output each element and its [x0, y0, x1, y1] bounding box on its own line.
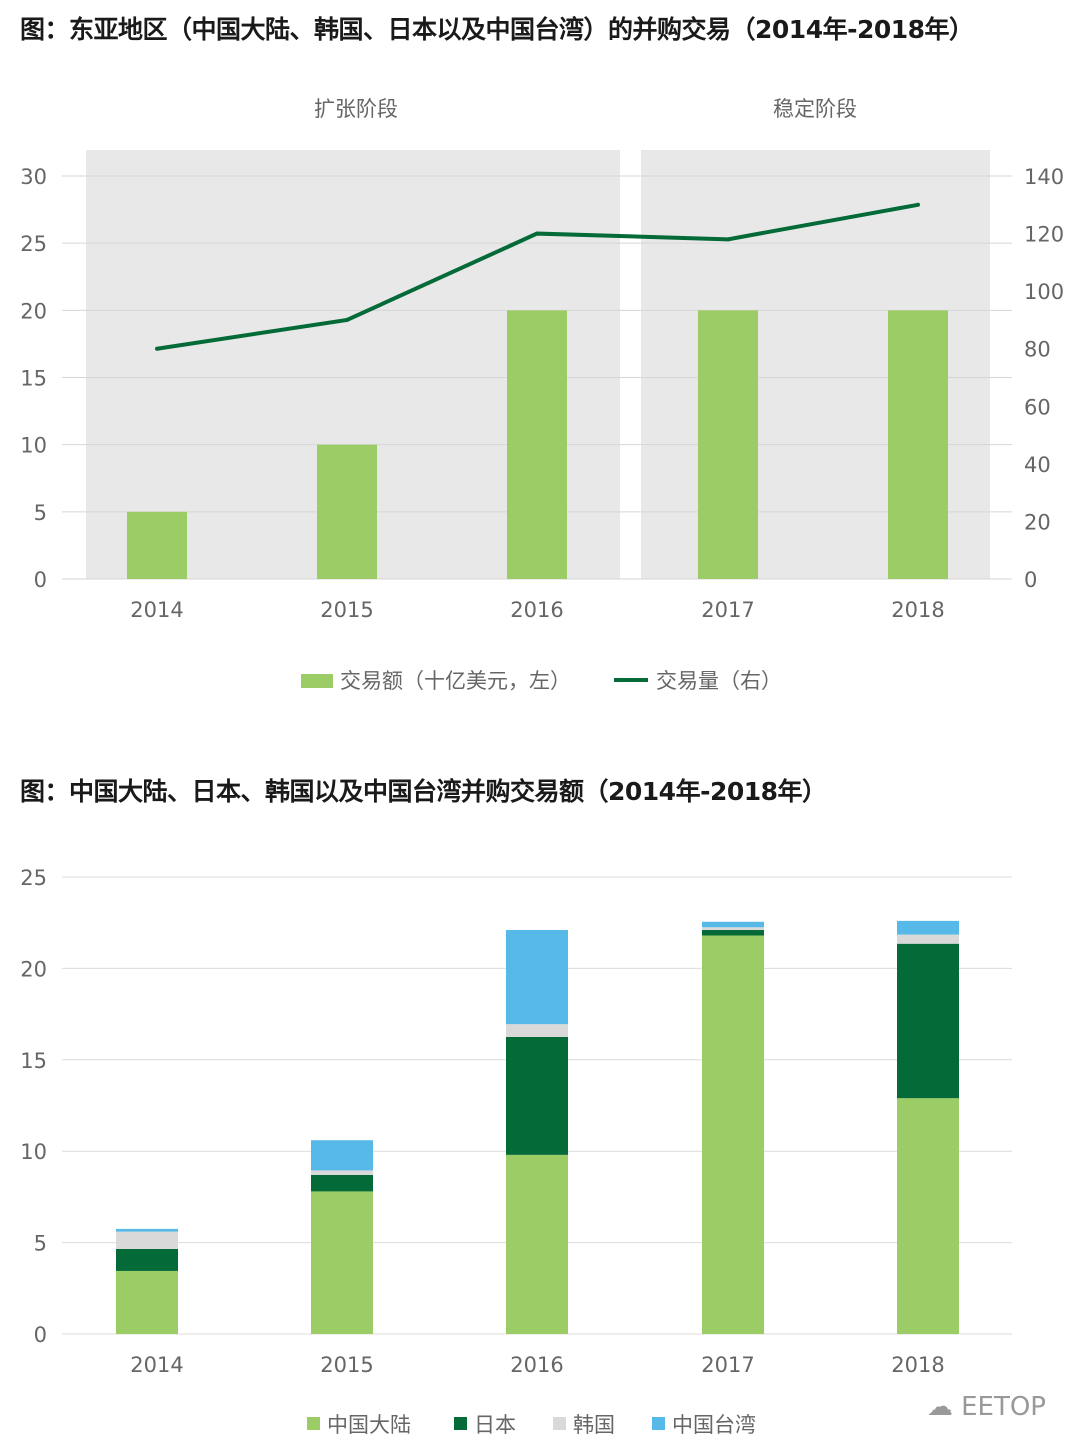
stacked-bar-segment [116, 1270, 178, 1334]
stacked-bar-segment [897, 920, 959, 935]
y-right-tick-label: 40 [1024, 453, 1051, 477]
legend-label: 韩国 [573, 1413, 615, 1437]
stacked-bar-segment [116, 1248, 178, 1271]
phase-label: 稳定阶段 [773, 97, 857, 121]
x-tick-label: 2014 [130, 598, 183, 622]
y-left-tick-label: 25 [20, 232, 47, 256]
y-tick-label: 10 [20, 1140, 47, 1164]
legend-swatch [307, 1417, 320, 1430]
y-right-tick-label: 120 [1024, 223, 1064, 247]
y-right-tick-label: 0 [1024, 568, 1037, 592]
stacked-bar-segment [702, 927, 764, 931]
x-tick-label: 2016 [510, 1353, 563, 1377]
y-right-tick-label: 100 [1024, 280, 1064, 304]
x-tick-label: 2018 [891, 1353, 944, 1377]
y-left-tick-label: 30 [20, 165, 47, 189]
line-point [535, 231, 539, 236]
y-tick-label: 15 [20, 1049, 47, 1073]
chart1-title: 图：东亚地区（中国大陆、韩国、日本以及中国台湾）的并购交易（2014年-2018… [20, 15, 974, 44]
y-left-tick-label: 15 [20, 367, 47, 391]
stacked-bar-segment [506, 1036, 568, 1155]
legend-label: 交易量（右） [656, 669, 782, 693]
x-tick-label: 2017 [701, 598, 754, 622]
y-left-tick-label: 0 [34, 568, 47, 592]
legend-swatch-bar [301, 674, 333, 688]
y-right-tick-label: 20 [1024, 510, 1051, 534]
chart2-title: 图：中国大陆、日本、韩国以及中国台湾并购交易额（2014年-2018年） [20, 777, 827, 806]
line-point [726, 237, 730, 242]
stacked-bar-segment [116, 1231, 178, 1249]
legend-swatch [454, 1417, 467, 1430]
y-tick-label: 25 [20, 866, 47, 890]
stacked-bar-segment [702, 921, 764, 928]
y-right-tick-label: 140 [1024, 165, 1064, 189]
stacked-bar-segment [702, 935, 764, 1334]
legend-label: 日本 [474, 1413, 516, 1437]
stacked-bar-segment [897, 943, 959, 1099]
x-tick-label: 2014 [130, 1353, 183, 1377]
chart1: 扩张阶段 稳定阶段 0 5 10 15 20 25 30 0 20 40 60 80 100 120 140 20… [20, 97, 1064, 693]
bar-trade-value [888, 310, 948, 579]
legend-label: 交易额（十亿美元，左） [340, 669, 571, 693]
stacked-bar-segment [897, 934, 959, 944]
line-point [916, 202, 920, 207]
bar-trade-value [127, 511, 187, 579]
line-point [345, 317, 349, 322]
y-right-tick-label: 80 [1024, 338, 1051, 362]
legend-swatch [553, 1417, 566, 1430]
legend-swatch [652, 1417, 665, 1430]
y-tick-label: 20 [20, 957, 47, 981]
x-tick-label: 2015 [320, 1353, 373, 1377]
y-tick-label: 0 [34, 1323, 47, 1347]
line-point [155, 346, 159, 351]
stacked-bar-segment [702, 930, 764, 936]
stacked-bar-segment [311, 1170, 373, 1175]
stacked-bar-segment [311, 1191, 373, 1334]
x-tick-label: 2016 [510, 598, 563, 622]
legend-label: 中国台湾 [672, 1413, 756, 1437]
stacked-bar-segment [506, 1154, 568, 1334]
y-tick-label: 5 [34, 1232, 47, 1256]
wechat-icon: ☁ [926, 1392, 962, 1422]
y-left-tick-label: 5 [34, 501, 47, 525]
stacked-bar-segment [897, 1098, 959, 1334]
y-left-tick-label: 10 [20, 434, 47, 458]
phase-label: 扩张阶段 [314, 97, 398, 121]
y-left-tick-label: 20 [20, 299, 47, 323]
legend-label: 中国大陆 [327, 1413, 411, 1437]
bar-trade-value [317, 444, 377, 579]
x-tick-label: 2018 [891, 598, 944, 622]
stacked-bar-segment [506, 930, 568, 1025]
x-tick-label: 2017 [701, 1353, 754, 1377]
stacked-bar-segment [506, 1024, 568, 1037]
bar-trade-value [698, 310, 758, 579]
watermark: ☁ EETOP [927, 1392, 1046, 1422]
watermark-text: EETOP [961, 1392, 1046, 1422]
y-right-tick-label: 60 [1024, 395, 1051, 419]
stacked-bar-segment [311, 1174, 373, 1192]
stacked-bar-segment [116, 1228, 178, 1232]
stacked-bar-segment [311, 1140, 373, 1171]
x-tick-label: 2015 [320, 598, 373, 622]
bar-trade-value [507, 310, 567, 579]
